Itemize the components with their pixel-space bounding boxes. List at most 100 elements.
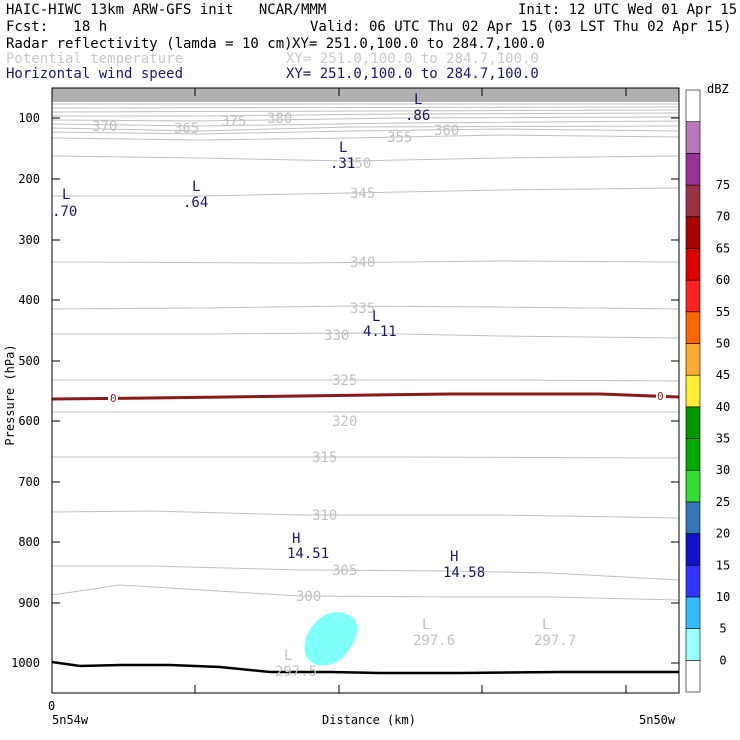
plot-frame — [51, 87, 680, 694]
y-tick-label: 200 — [18, 172, 40, 186]
colorbar-swatch — [685, 596, 701, 629]
colorbar-level-label: 15 — [716, 558, 730, 572]
colorbar-swatch — [685, 121, 701, 154]
y-axis — [52, 117, 679, 664]
freezing-level-label: 0 — [110, 392, 117, 405]
wind-extremum-value: .31 — [330, 156, 355, 172]
colorbar-swatch — [685, 216, 701, 249]
theta-label: 355 — [387, 130, 412, 146]
wind-extremum-value: .64 — [183, 195, 208, 211]
y-tick-label: 300 — [18, 233, 40, 247]
theta-extremum-value: 297.6 — [413, 633, 455, 649]
colorbar-level-label: 45 — [716, 368, 730, 382]
upper-theta-band — [52, 88, 679, 102]
theta-label: 365 — [174, 121, 199, 137]
upper-theta-lines — [51, 103, 680, 601]
colorbar-swatch — [685, 438, 701, 471]
colorbar-level-label: 10 — [716, 590, 730, 604]
terrain-line — [51, 660, 679, 675]
y-tick-label: 700 — [18, 475, 40, 489]
colorbar-level-label: 75 — [716, 178, 730, 192]
valid-time: Valid: 06 UTC Thu 02 Apr 15 (03 LST Thu … — [310, 19, 732, 35]
colorbar-swatch — [685, 660, 701, 693]
wind-extremum-type: H — [292, 531, 300, 547]
x-tick-label: 0 — [48, 699, 55, 713]
colorbar-level-label: 40 — [716, 400, 730, 414]
theta-label: 340 — [350, 255, 375, 271]
colorbar-level-label: 60 — [716, 273, 730, 287]
colorbar-level-label: 30 — [716, 463, 730, 477]
wind-extremum-type: L — [192, 179, 200, 195]
y-tick-label: 900 — [18, 596, 40, 610]
colorbar-swatch — [685, 564, 701, 598]
theta-label: 375 — [221, 114, 246, 130]
freezing-level-label: 0 — [657, 390, 664, 403]
theta-extremum-value: 297.7 — [534, 633, 576, 649]
wind-extremum-value: 4.11 — [363, 324, 397, 340]
theta-label: 320 — [332, 414, 357, 430]
y-tick-label: 500 — [18, 354, 40, 368]
wind-extremum-type: L — [339, 140, 347, 156]
colorbar-level-label: 0 — [719, 653, 726, 667]
theta-extremum-type: L — [422, 617, 430, 633]
y-tick-label: 1000 — [11, 656, 40, 670]
theta-label: 335 — [350, 301, 375, 317]
field-xy-reflectivity: XY= 251.0,100.0 to 284.7,100.0 — [292, 36, 545, 52]
colorbar-level-label: 50 — [716, 336, 730, 350]
y-tick-label: 400 — [18, 293, 40, 307]
field-xy-wind: XY= 251.0,100.0 to 284.7,100.0 — [286, 66, 539, 82]
wind-extremum-value: 14.51 — [287, 546, 329, 562]
colorbar-swatch — [685, 184, 701, 218]
colorbar-level-label: 5 — [719, 622, 726, 636]
colorbar-swatch — [685, 374, 701, 408]
reflectivity-echo — [304, 611, 358, 666]
colorbar-swatch — [685, 628, 701, 661]
colorbar — [685, 89, 701, 693]
colorbar-swatch — [685, 533, 701, 566]
wind-extremum-value: .70 — [52, 204, 77, 220]
colorbar-unit: dBZ — [707, 82, 729, 96]
colorbar-level-label: 20 — [716, 527, 730, 541]
y-tick-label: 100 — [18, 111, 40, 125]
forecast-hour: Fcst: 18 h — [6, 19, 108, 35]
colorbar-swatch — [685, 153, 701, 186]
theta-label: 350 — [346, 156, 371, 172]
theta-extremum-value: 297.5 — [275, 664, 317, 680]
wind-extremum-value: .86 — [405, 108, 430, 124]
init-time: Init: 12 UTC Wed 01 Apr 15 — [518, 2, 738, 18]
colorbar-swatch — [685, 279, 701, 313]
colorbar-swatch — [685, 89, 701, 122]
theta-extremum-type: L — [542, 617, 550, 633]
colorbar-level-label: 35 — [716, 432, 730, 446]
theta-label: 360 — [434, 123, 459, 139]
plot-title: HAIC-HIWC 13km ARW-GFS init NCAR/MMM — [6, 2, 327, 18]
theta-label: 325 — [332, 373, 357, 389]
y-tick-label: 600 — [18, 414, 40, 428]
colorbar-labels: 0 5 10 15 20 25 30 35 40 45 50 55 60 65 70 75 — [716, 178, 730, 667]
freezing-level-line — [51, 392, 680, 401]
theta-label: 370 — [92, 119, 117, 135]
colorbar-swatch — [685, 406, 701, 439]
theta-label: 345 — [350, 186, 375, 202]
y-tick-label: 800 — [18, 535, 40, 549]
field-name-wind: Horizontal wind speed — [6, 66, 184, 82]
y-axis-label: Pressure (hPa) — [3, 344, 17, 445]
colorbar-level-label: 65 — [716, 241, 730, 255]
x-start-location: 5n54w — [52, 713, 89, 727]
theta-label: 305 — [332, 563, 357, 579]
colorbar-swatch — [685, 248, 701, 281]
theta-label: 310 — [312, 508, 337, 524]
colorbar-level-label: 70 — [716, 210, 730, 224]
x-end-location: 5n50w — [639, 713, 676, 727]
x-axis — [194, 88, 627, 693]
theta-extremum-type: L — [284, 648, 292, 664]
wind-extremum-value: 14.58 — [443, 565, 485, 581]
field-xy-theta: XY= 251.0,100.0 to 284.7,100.0 — [286, 51, 539, 67]
theta-label: 315 — [312, 450, 337, 466]
colorbar-swatch — [685, 311, 701, 344]
colorbar-level-label: 25 — [716, 495, 730, 509]
wind-extremum-type: H — [450, 549, 458, 565]
x-axis-label: Distance (km) — [322, 713, 416, 727]
field-name-reflectivity: Radar reflectivity (lamda = 10 cm) — [6, 36, 293, 52]
